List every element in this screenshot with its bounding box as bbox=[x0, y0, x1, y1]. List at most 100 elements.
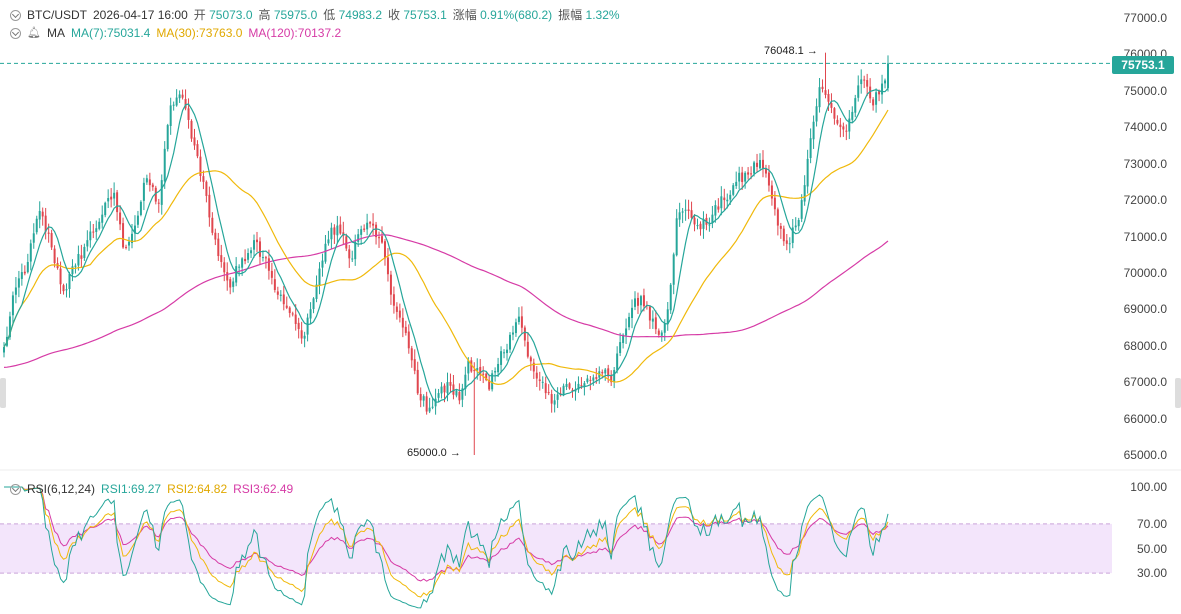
rsi-tick: 70.00 bbox=[1136, 516, 1167, 531]
candle-body bbox=[130, 233, 133, 244]
candle-body bbox=[253, 240, 256, 250]
rsi3-value: RSI3:62.49 bbox=[233, 482, 294, 496]
candle-body bbox=[666, 309, 669, 325]
alert-bell-icon[interactable]: 🔔︎ bbox=[27, 27, 41, 39]
candle-body bbox=[133, 225, 136, 234]
candle-body bbox=[306, 317, 309, 335]
candle-body bbox=[425, 396, 428, 412]
candle-body bbox=[389, 274, 392, 295]
candle-body bbox=[354, 241, 357, 260]
candle-body bbox=[381, 236, 384, 243]
candle-body bbox=[300, 330, 303, 339]
high-annotation: 76048.1 → bbox=[764, 45, 818, 57]
price-tick: 71000.0 bbox=[1123, 229, 1167, 244]
candle-body bbox=[419, 394, 422, 401]
candle-body bbox=[270, 270, 273, 278]
price-tick: 65000.0 bbox=[1123, 448, 1167, 462]
candle-body bbox=[193, 137, 196, 146]
candle-body bbox=[702, 219, 705, 229]
ma-label[interactable]: MA bbox=[46, 26, 65, 40]
candle-body bbox=[62, 285, 65, 292]
candle-body bbox=[327, 239, 330, 244]
candle-body bbox=[92, 231, 95, 233]
candle-body bbox=[324, 243, 327, 262]
candle-body bbox=[273, 279, 276, 290]
ma-collapse-icon[interactable] bbox=[10, 27, 21, 39]
candle-body bbox=[241, 258, 244, 268]
rsi-label[interactable]: RSI(6,12,24) bbox=[27, 482, 96, 496]
candle-body bbox=[845, 130, 848, 132]
candle-body bbox=[550, 394, 553, 404]
candle-body bbox=[553, 400, 556, 405]
candle-body bbox=[312, 298, 315, 310]
candle-body bbox=[785, 240, 788, 244]
open-value: 75073.0 bbox=[209, 8, 253, 22]
candle-body bbox=[747, 172, 750, 175]
candle-body bbox=[378, 237, 381, 239]
candle-body bbox=[50, 233, 53, 248]
candle-body bbox=[833, 108, 836, 119]
candle-body bbox=[264, 257, 267, 259]
candle-body bbox=[282, 294, 285, 305]
candle-body bbox=[244, 258, 247, 262]
candle-body bbox=[199, 156, 202, 176]
candle-body bbox=[565, 384, 568, 387]
candle-body bbox=[205, 181, 208, 196]
ma120-value: MA(120):70137.2 bbox=[248, 26, 342, 40]
close-value: 75753.1 bbox=[403, 8, 447, 22]
candle-body bbox=[794, 225, 797, 228]
candle-body bbox=[735, 181, 738, 187]
candle-body bbox=[208, 194, 211, 218]
candle-body bbox=[166, 125, 169, 150]
ohlc-header: BTC/USDT 2026-04-17 16:00 开 75073.0 高 75… bbox=[10, 7, 620, 23]
candle-body bbox=[806, 158, 809, 187]
candle-body bbox=[238, 266, 241, 268]
candle-body bbox=[663, 323, 666, 333]
candle-body bbox=[523, 327, 526, 341]
price-tick: 70000.0 bbox=[1123, 265, 1167, 280]
candle-body bbox=[407, 331, 410, 349]
candle-body bbox=[29, 243, 32, 262]
candle-body bbox=[172, 104, 175, 106]
candle-body bbox=[110, 196, 113, 200]
candle-body bbox=[723, 197, 726, 201]
price-tick: 72000.0 bbox=[1123, 193, 1167, 208]
candle-body bbox=[422, 396, 425, 401]
candle-body bbox=[17, 278, 20, 288]
candle-body bbox=[223, 262, 226, 273]
candle-body bbox=[113, 192, 116, 199]
rsi-collapse-icon[interactable] bbox=[10, 483, 21, 495]
price-tick: 66000.0 bbox=[1123, 411, 1167, 426]
candle-body bbox=[529, 357, 532, 362]
candle-body bbox=[729, 194, 732, 200]
amplitude-value: 1.32% bbox=[585, 8, 620, 22]
rsi-band bbox=[0, 523, 1112, 574]
candle-body bbox=[258, 241, 261, 257]
candle-body bbox=[541, 381, 544, 383]
candle-body bbox=[184, 98, 187, 109]
candle-body bbox=[625, 328, 628, 336]
candle-body bbox=[782, 228, 785, 242]
candle-body bbox=[684, 209, 687, 211]
right-scroll-handle[interactable] bbox=[1175, 378, 1181, 408]
candle-body bbox=[428, 407, 431, 412]
candle-body bbox=[797, 220, 800, 227]
candle-body bbox=[68, 273, 71, 289]
candle-body bbox=[711, 214, 714, 224]
candle-body bbox=[788, 243, 791, 245]
left-scroll-handle[interactable] bbox=[0, 378, 6, 408]
candle-body bbox=[413, 359, 416, 371]
candle-body bbox=[875, 92, 878, 105]
candle-body bbox=[372, 223, 375, 226]
candle-body bbox=[654, 317, 657, 330]
candle-body bbox=[116, 192, 119, 213]
candle-body bbox=[488, 380, 491, 390]
collapse-toggle-icon[interactable] bbox=[10, 9, 21, 21]
candle-body bbox=[437, 393, 440, 398]
low-annotation: 65000.0 → bbox=[407, 447, 461, 459]
candle-body bbox=[449, 381, 452, 386]
candle-body bbox=[884, 80, 887, 84]
candle-body bbox=[744, 172, 747, 182]
candle-body bbox=[187, 108, 190, 120]
